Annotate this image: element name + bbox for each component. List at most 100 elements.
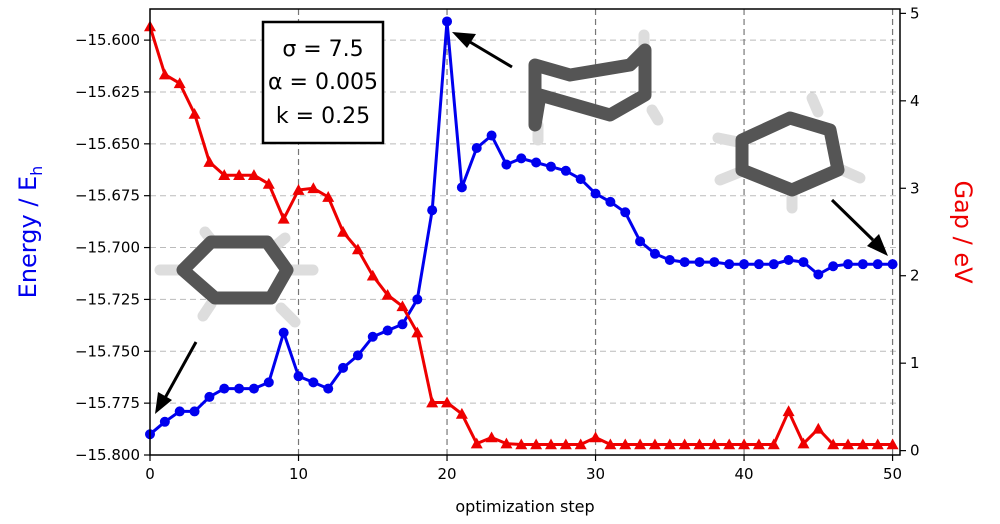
y-right-axis-ticks: 0 1 2 3 4 5	[900, 4, 920, 460]
gap-point	[485, 431, 498, 443]
gap-point	[366, 269, 379, 281]
energy-point	[189, 406, 200, 417]
gap-point	[470, 437, 483, 449]
energy-point	[293, 371, 304, 382]
gap-point	[262, 177, 275, 189]
y-right-axis-label: Gap / eV	[949, 180, 977, 284]
gap-point	[351, 243, 364, 255]
x-tick-label: 20	[437, 465, 456, 483]
gap-point	[648, 438, 661, 450]
y-left-tick-label: −15.625	[75, 83, 140, 101]
gap-point	[693, 438, 706, 450]
param-alpha: α = 0.005	[268, 70, 378, 95]
energy-point	[590, 188, 601, 199]
energy-point	[887, 259, 898, 270]
gap-point	[767, 438, 780, 450]
energy-point	[635, 236, 646, 247]
gap-point	[604, 438, 617, 450]
energy-point	[412, 294, 423, 305]
energy-point	[338, 362, 349, 373]
gap-point	[277, 212, 290, 224]
energy-point	[620, 207, 631, 218]
gap-point	[738, 438, 751, 450]
y-left-tick-label: −15.700	[75, 239, 140, 257]
y-left-axis-label-subscript: h	[27, 166, 46, 176]
energy-point	[159, 416, 170, 427]
energy-point	[753, 259, 764, 270]
x-axis-label: optimization step	[455, 497, 594, 516]
gap-point	[322, 191, 335, 202]
y-left-tick-label: −15.800	[75, 446, 140, 464]
energy-point	[649, 248, 660, 259]
energy-point	[828, 261, 839, 272]
gap-point	[856, 438, 869, 450]
energy-point	[367, 331, 378, 342]
arrow-to-start-head	[155, 392, 172, 414]
energy-point	[248, 383, 259, 394]
gap-point	[752, 438, 765, 450]
energy-point	[872, 259, 883, 270]
gap-series	[144, 20, 899, 450]
energy-point	[382, 325, 393, 336]
gap-point	[842, 438, 855, 450]
y-right-tick-label: 3	[910, 179, 920, 197]
gap-point	[158, 68, 171, 80]
boat-molecule-illustration	[528, 29, 664, 146]
gap-point	[247, 169, 260, 180]
arrow-to-start	[163, 341, 198, 399]
gap-point	[812, 422, 825, 434]
energy-point	[278, 327, 289, 338]
y-left-axis-ticks: −15.600 −15.625 −15.650 −15.675 −15.700 −15.7…	[75, 31, 150, 464]
gap-point	[441, 396, 454, 408]
gap-point	[173, 77, 186, 89]
energy-point	[174, 406, 185, 417]
y-right-tick-label: 2	[910, 267, 920, 285]
energy-point	[397, 319, 408, 330]
energy-point	[709, 257, 720, 268]
arrow-to-end	[830, 198, 875, 242]
gap-point	[396, 300, 409, 312]
arrow-to-peak	[469, 40, 513, 69]
x-tick-label: 50	[883, 465, 902, 483]
gap-point	[678, 438, 691, 450]
energy-point	[219, 383, 230, 394]
energy-series	[145, 16, 898, 440]
gap-point	[708, 438, 721, 450]
y-left-tick-label: −15.750	[75, 342, 140, 360]
energy-point	[679, 257, 690, 268]
gap-point	[723, 438, 736, 450]
parameter-box: σ = 7.5 α = 0.005 k = 0.25	[261, 20, 385, 145]
gap-point	[574, 438, 587, 450]
gap-point	[589, 431, 602, 443]
benzene-molecule-illustration	[154, 226, 319, 328]
y-right-tick-label: 1	[910, 354, 920, 372]
energy-point	[783, 255, 794, 266]
y-right-tick-label: 5	[910, 4, 920, 22]
gap-point	[307, 182, 320, 194]
y-left-tick-label: −15.675	[75, 187, 140, 205]
arrow-to-end-head	[867, 234, 888, 256]
x-tick-label: 0	[145, 465, 155, 483]
energy-point	[501, 159, 512, 170]
y-left-tick-label: −15.650	[75, 135, 140, 153]
energy-point	[724, 259, 735, 270]
y-left-axis-label: Energy / Eh	[14, 166, 46, 299]
param-sigma: σ = 7.5	[282, 37, 363, 62]
energy-point	[308, 377, 319, 388]
energy-point	[843, 259, 854, 270]
gap-point	[530, 438, 543, 450]
energy-point	[798, 257, 809, 268]
energy-point	[442, 16, 453, 27]
y-left-tick-label: −15.600	[75, 31, 140, 49]
gap-point	[559, 438, 572, 450]
gap-point	[426, 396, 439, 408]
gap-point	[827, 438, 840, 450]
gap-point	[544, 438, 557, 450]
energy-point	[471, 142, 482, 153]
gap-point	[203, 156, 216, 167]
y-left-axis-label-main: Energy / E	[14, 176, 42, 299]
gap-point	[455, 407, 468, 419]
gap-point	[634, 438, 647, 450]
param-k: k = 0.25	[276, 104, 370, 129]
